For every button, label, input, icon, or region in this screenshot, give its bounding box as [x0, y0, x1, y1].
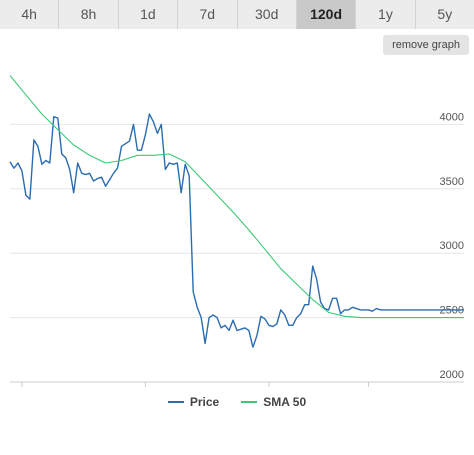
- legend-label-sma: SMA 50: [263, 395, 307, 409]
- y-tick-label: 3000: [440, 240, 464, 252]
- tab-7d[interactable]: 7d: [178, 0, 238, 29]
- y-tick-label: 4000: [440, 111, 464, 123]
- sma-series-line: [9, 75, 464, 319]
- tab-1d[interactable]: 1d: [118, 0, 179, 29]
- chart-legend: Price SMA 50: [0, 392, 474, 412]
- legend-item-price[interactable]: Price: [167, 395, 220, 409]
- sma-swatch: [241, 401, 258, 403]
- price-chart: 20002500300035004000Dec '25Jan '26Feb '2…: [9, 75, 464, 387]
- y-tick-label: 3500: [440, 176, 464, 188]
- tab-8h[interactable]: 8h: [59, 0, 119, 29]
- timeframe-tabs: 4h 8h 1d 7d 30d 120d 1y 5y: [0, 0, 474, 29]
- tab-1y[interactable]: 1y: [356, 0, 416, 29]
- tab-4h[interactable]: 4h: [0, 0, 60, 29]
- tab-30d[interactable]: 30d: [237, 0, 297, 29]
- remove-graph-button[interactable]: remove graph: [383, 35, 469, 55]
- legend-label-price: Price: [189, 395, 220, 409]
- price-series-line: [9, 113, 464, 348]
- y-tick-label: 2000: [440, 369, 464, 381]
- tab-120d[interactable]: 120d: [296, 0, 357, 29]
- tab-5y[interactable]: 5y: [415, 0, 474, 29]
- price-swatch: [167, 401, 184, 403]
- legend-item-sma[interactable]: SMA 50: [241, 395, 306, 409]
